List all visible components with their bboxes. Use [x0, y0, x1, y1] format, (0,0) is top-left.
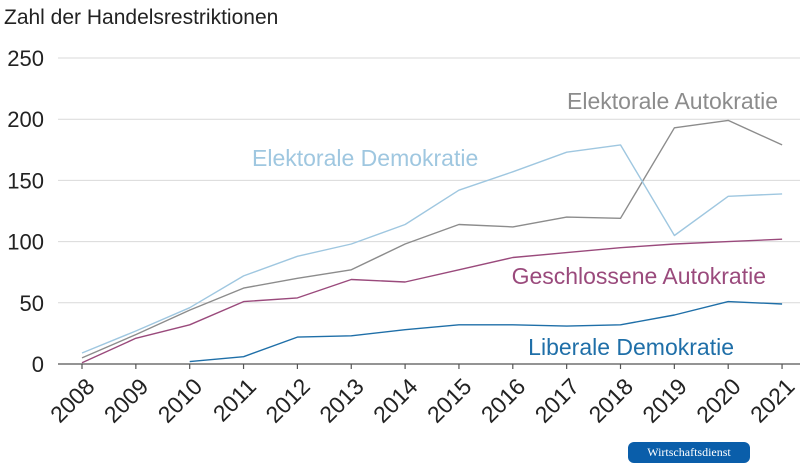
series-line-elektorale-autokratie [81, 119, 783, 359]
series-line-geschlossene-autokratie [81, 238, 783, 364]
x-tick-label: 2020 [691, 373, 746, 428]
y-axis-ticks: 0 50 100 150 200 250 [7, 46, 44, 377]
x-tick-label: 2008 [45, 373, 100, 428]
x-tick-label: 2014 [368, 373, 423, 428]
series-label-liberale-demokratie: Liberale Demokratie [528, 334, 734, 360]
y-tick-label: 0 [32, 352, 44, 377]
x-tick-label: 2013 [314, 373, 369, 428]
x-tick-label: 2016 [476, 373, 531, 428]
y-tick-label: 150 [7, 168, 44, 193]
series-label-geschlossene-autokratie: Geschlossene Autokratie [512, 263, 766, 289]
x-tick-label: 2011 [208, 373, 261, 426]
series-line-liberale-demokratie [189, 300, 783, 363]
y-tick-label: 50 [20, 291, 44, 316]
grid [58, 57, 800, 304]
y-tick-label: 100 [7, 230, 44, 255]
wirtschaftsdienst-logo: Wirtschaftsdienst [628, 442, 750, 463]
x-tick-label: 2015 [422, 373, 477, 428]
x-tick-label: 2018 [583, 373, 638, 428]
x-tick-label: 2019 [637, 373, 692, 428]
x-tick-label: 2010 [153, 373, 208, 428]
y-tick-label: 250 [7, 46, 44, 71]
series-label-elektorale-autokratie: Elektorale Autokratie [567, 88, 778, 114]
x-axis-ticks: 2008 2009 2010 2011 2012 2013 2014 2015 2016 2017… [45, 364, 800, 428]
x-tick-label: 2009 [99, 373, 154, 428]
series-labels: Elektorale Autokratie Elektorale Demokrat… [252, 88, 778, 360]
series-label-elektorale-demokratie: Elektorale Demokratie [252, 145, 478, 171]
series-line-elektorale-demokratie [81, 144, 783, 354]
series-lines [81, 119, 783, 364]
x-tick-label: 2021 [745, 373, 800, 428]
x-tick-label: 2017 [530, 373, 585, 428]
y-axis-label: Zahl der Handelsrestriktionen [4, 6, 278, 29]
y-tick-label: 200 [7, 107, 44, 132]
x-tick-label: 2012 [260, 373, 315, 428]
